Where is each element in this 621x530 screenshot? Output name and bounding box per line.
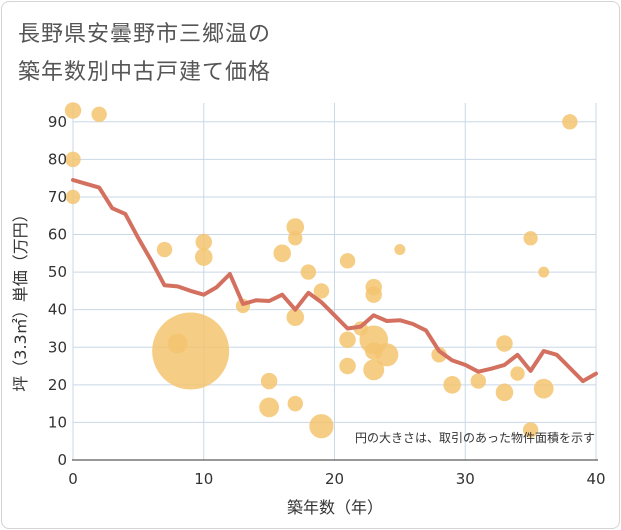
y-tick-label: 50 (48, 263, 67, 281)
x-axis-label: 築年数（年） (287, 498, 383, 517)
bubble-point (286, 218, 305, 236)
bubble-point (339, 357, 356, 375)
bubble-point (495, 383, 514, 402)
bubble-point (431, 347, 447, 363)
chart-title-line1: 長野県安曇野市三郷温の (18, 22, 272, 47)
bubble-point (365, 286, 382, 303)
bubble-point (65, 151, 81, 168)
bubble-point (562, 114, 578, 130)
bubble-point (339, 253, 356, 269)
x-tick-label: 30 (456, 470, 475, 488)
bubble-point (273, 244, 292, 263)
bubble-point (470, 373, 487, 389)
bubble-point (394, 244, 406, 256)
x-tick-label: 20 (325, 470, 344, 488)
y-tick-label: 60 (48, 226, 67, 244)
bubble-point (194, 248, 213, 266)
bubble-layer (64, 102, 578, 439)
bubble-point (286, 308, 305, 327)
y-tick-label: 90 (48, 113, 67, 131)
y-tick-label: 0 (57, 451, 67, 469)
bubble-point (91, 106, 107, 122)
trend-line (71, 178, 598, 384)
bubble-point (259, 397, 280, 418)
bubble-point (309, 414, 334, 439)
x-tick-label: 40 (586, 470, 605, 488)
bubble-point (339, 331, 356, 348)
bubble-point (363, 359, 385, 381)
x-tick-label: 10 (194, 470, 213, 488)
bubble-point (156, 241, 173, 258)
y-tick-label: 10 (48, 413, 67, 431)
bubble-point (287, 395, 303, 412)
bubble-point (64, 102, 82, 119)
y-tick-label: 30 (48, 338, 67, 356)
bubble-point (152, 312, 230, 390)
bubble-point (260, 372, 278, 390)
trend-layer (71, 178, 598, 384)
grid (72, 103, 597, 460)
bubble-point (523, 231, 538, 246)
chart-title-line2: 築年数別中古戸建て価格 (18, 60, 272, 85)
bubble-point (538, 266, 550, 278)
bubble-point (522, 422, 539, 438)
y-tick-label: 40 (48, 301, 67, 319)
tick-layer: 0 10 20 30 40 50 60 70 80 90 0 10 20 30 40 (48, 113, 606, 488)
bubble-point (443, 376, 461, 394)
bubble-point (195, 233, 212, 251)
size-note: 円の大きさは、取引のあった物件面積を示す (355, 430, 595, 445)
y-tick-label: 20 (48, 376, 67, 394)
x-tick-label: 0 (68, 470, 78, 488)
bubble-point (288, 231, 303, 246)
y-tick-label: 80 (48, 150, 67, 168)
bubble-point (510, 366, 525, 381)
bubble-point (375, 343, 399, 367)
bubble-point (300, 264, 317, 280)
y-axis-label: 坪（3.3㎡）単価（万円） (11, 206, 30, 391)
bubble-point (496, 335, 513, 352)
bubble-point (65, 189, 81, 205)
bubble-point (313, 283, 330, 299)
bubble-point (533, 378, 554, 399)
y-tick-label: 70 (48, 188, 67, 206)
